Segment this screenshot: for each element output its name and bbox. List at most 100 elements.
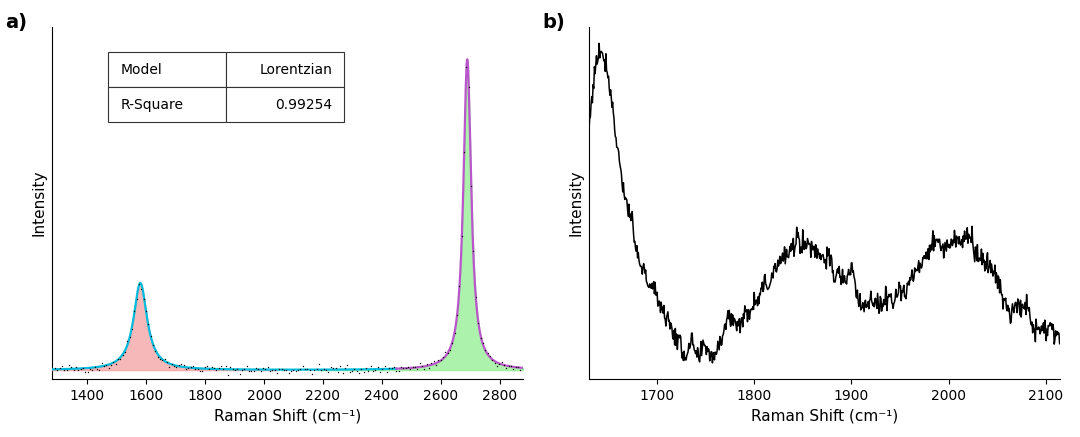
Point bbox=[264, 367, 281, 374]
Point bbox=[119, 337, 136, 344]
Point bbox=[271, 365, 288, 372]
Point bbox=[327, 364, 345, 371]
Point bbox=[205, 364, 222, 371]
Point bbox=[378, 369, 395, 376]
Point bbox=[434, 354, 451, 361]
Point bbox=[189, 365, 206, 372]
Point bbox=[219, 371, 237, 378]
Point bbox=[245, 367, 262, 374]
Point bbox=[175, 361, 192, 368]
Point bbox=[364, 368, 381, 375]
Point bbox=[287, 368, 305, 375]
Point bbox=[418, 361, 435, 368]
Point bbox=[446, 329, 463, 336]
Point bbox=[215, 366, 232, 373]
Point bbox=[306, 366, 323, 373]
Point bbox=[292, 365, 309, 372]
Point bbox=[299, 366, 316, 373]
Point bbox=[341, 368, 359, 375]
Point bbox=[285, 367, 302, 374]
Point bbox=[79, 368, 96, 375]
Point bbox=[55, 366, 72, 373]
Point bbox=[173, 361, 190, 368]
Point bbox=[289, 367, 307, 374]
Point bbox=[408, 365, 426, 372]
Point bbox=[46, 365, 64, 372]
Point bbox=[462, 183, 480, 190]
Point bbox=[394, 364, 411, 371]
Point bbox=[60, 362, 78, 369]
Point bbox=[109, 355, 126, 362]
Point bbox=[95, 363, 112, 370]
Point bbox=[159, 358, 176, 365]
Point bbox=[512, 367, 529, 374]
Point bbox=[181, 364, 199, 371]
Point bbox=[357, 365, 375, 372]
Point bbox=[283, 367, 300, 374]
Point bbox=[83, 366, 100, 373]
Point bbox=[460, 83, 477, 90]
Point bbox=[343, 367, 361, 374]
Point bbox=[72, 366, 90, 373]
Point bbox=[97, 361, 114, 368]
Point bbox=[308, 366, 325, 373]
Point bbox=[51, 364, 68, 371]
Point bbox=[492, 359, 510, 366]
Point bbox=[191, 368, 208, 375]
Point bbox=[259, 364, 276, 371]
Point bbox=[81, 365, 98, 372]
Point bbox=[238, 363, 255, 370]
Point bbox=[430, 356, 447, 363]
Point bbox=[392, 364, 409, 371]
Point bbox=[207, 367, 225, 374]
Point bbox=[468, 293, 485, 300]
Point bbox=[301, 366, 319, 373]
Point bbox=[145, 341, 162, 348]
Point bbox=[355, 368, 373, 375]
Point bbox=[369, 364, 387, 371]
Point bbox=[406, 364, 423, 371]
Point bbox=[474, 340, 491, 347]
Point bbox=[397, 364, 415, 371]
Point bbox=[233, 366, 251, 373]
Point bbox=[203, 363, 220, 370]
Point bbox=[464, 248, 482, 255]
Point bbox=[450, 282, 468, 289]
Point bbox=[348, 367, 365, 374]
Point bbox=[472, 334, 489, 341]
Point bbox=[139, 321, 157, 328]
Point bbox=[478, 349, 496, 356]
Point bbox=[422, 360, 440, 367]
Point bbox=[111, 355, 129, 362]
Point bbox=[440, 350, 457, 357]
Point bbox=[507, 363, 524, 370]
Point bbox=[352, 366, 369, 373]
Point bbox=[266, 367, 283, 374]
Point bbox=[107, 360, 124, 367]
Point bbox=[484, 356, 501, 363]
Point bbox=[195, 363, 213, 370]
Point bbox=[63, 364, 80, 371]
Point bbox=[313, 367, 330, 374]
Point bbox=[362, 362, 379, 369]
Point bbox=[77, 369, 94, 376]
Point bbox=[486, 359, 503, 366]
Point bbox=[75, 364, 92, 371]
Point bbox=[193, 368, 211, 375]
Point bbox=[252, 367, 269, 374]
Point bbox=[149, 354, 166, 361]
Point bbox=[201, 365, 218, 372]
Point bbox=[275, 366, 293, 373]
Point bbox=[338, 361, 355, 368]
Point bbox=[247, 364, 265, 371]
Point bbox=[67, 364, 84, 371]
Point bbox=[199, 362, 216, 369]
Point bbox=[185, 362, 202, 369]
Point bbox=[380, 365, 397, 372]
Point bbox=[231, 370, 248, 377]
Point bbox=[500, 362, 517, 369]
Point bbox=[65, 366, 82, 373]
Point bbox=[213, 362, 230, 369]
Point bbox=[255, 365, 272, 372]
Point bbox=[366, 366, 383, 373]
